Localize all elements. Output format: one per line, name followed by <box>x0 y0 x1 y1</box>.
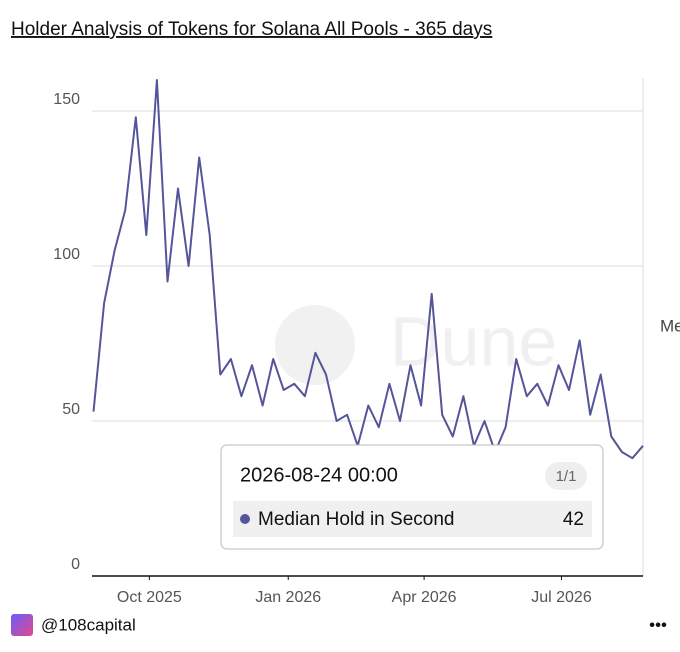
tooltip-series-name: Median Hold in Second <box>258 509 454 530</box>
y-tick-label: 100 <box>53 246 80 263</box>
tooltip-row <box>233 501 592 537</box>
y-tick-label: 150 <box>53 91 80 108</box>
tooltip-page: 1/1 <box>556 468 577 485</box>
tooltip-dot <box>240 514 250 524</box>
tooltip-value: 42 <box>563 509 584 530</box>
y-axis-label-cropped: Median Hold in Second <box>660 316 680 335</box>
footer-handle[interactable]: @108capital <box>41 615 136 634</box>
watermark: Dune <box>275 302 557 385</box>
x-tick-label: Jan 2026 <box>255 589 321 606</box>
x-tick-label: Jul 2026 <box>531 589 592 606</box>
chart-title: Holder Analysis of Tokens for Solana All… <box>11 19 492 40</box>
menu-button[interactable]: ••• <box>649 615 667 634</box>
watermark-text: Dune <box>390 302 557 380</box>
x-tick-label: Oct 2025 <box>117 589 182 606</box>
tooltip-page-pill <box>545 462 587 490</box>
watermark-logo <box>275 305 355 385</box>
tooltip: 2026-08-24 00:00 1/1 Median Hold in Seco… <box>220 444 604 550</box>
avatar <box>11 614 33 636</box>
x-tick-label: Apr 2026 <box>392 589 457 606</box>
tooltip-date: 2026-08-24 00:00 <box>240 464 398 486</box>
series-line <box>92 79 644 460</box>
y-tick-label: 0 <box>71 556 80 573</box>
y-tick-label: 50 <box>62 401 80 418</box>
